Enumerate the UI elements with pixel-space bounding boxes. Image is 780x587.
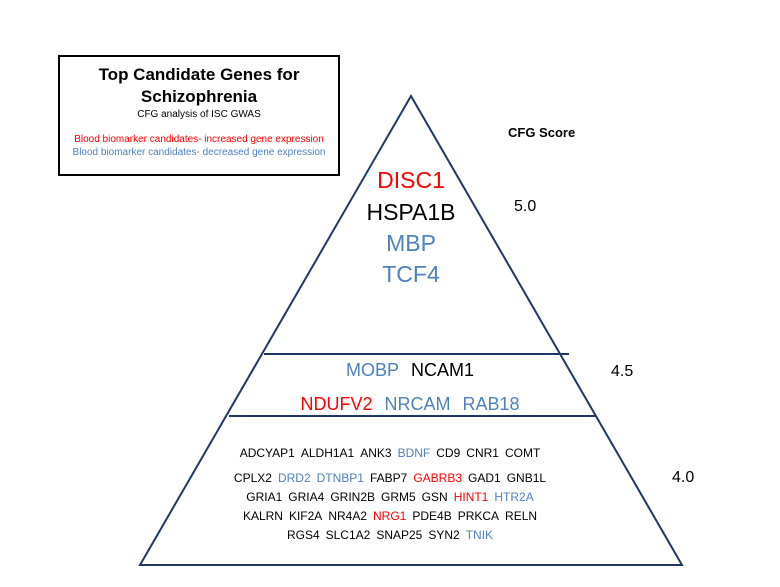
tier-3-row: GRIA1 GRIA4 GRIN2B GRM5 GSN HINT1 HTR2A [150,490,630,504]
gene-hint1: HINT1 [453,490,489,504]
gene-ank3: ANK3 [360,446,392,460]
score-header: CFG Score [508,125,576,140]
gene-reln: RELN [505,509,538,523]
gene-rgs4: RGS4 [286,528,320,542]
gene-cnr1: CNR1 [466,446,499,460]
gene-comt: COMT [504,446,541,460]
gene-nr4a2: NR4A2 [328,509,367,523]
gene-dtnbp1: DTNBP1 [316,471,364,485]
gene-mbp: MBP [386,230,436,256]
gene-aldh1a1: ALDH1A1 [300,446,355,460]
gene-bdnf: BDNF [397,446,431,460]
gene-nrg1: NRG1 [373,509,407,523]
gene-slc1a2: SLC1A2 [325,528,371,542]
legend-subtitle: CFG analysis of ISC GWAS [137,109,261,120]
gene-kalrn: KALRN [242,509,283,523]
tier-3-row: ADCYAP1 ALDH1A1 ANK3 BDNF CD9 CNR1 COMT [150,446,630,460]
gene-disc1: DISC1 [377,167,445,193]
tier-3-score: 4.0 [672,469,695,486]
tier-1-row: TCF4 [331,259,491,290]
legend-title: Top Candidate Genes for Schizophrenia [98,65,300,106]
gene-gabrb3: GABRB3 [413,471,463,485]
gene-ncam1: NCAM1 [411,360,475,380]
gene-snap25: SNAP25 [376,528,423,542]
tier-2-row: NDUFV2 NRCAM RAB18 [250,394,570,415]
gene-tcf4: TCF4 [382,261,440,287]
gene-prkca: PRKCA [457,509,500,523]
gene-gria1: GRIA1 [246,490,283,504]
gene-pde4b: PDE4B [412,509,452,523]
gene-grin2b: GRIN2B [330,490,375,504]
legend-increased: Blood biomarker candidates- increased ge… [74,134,324,145]
gene-fabp7: FABP7 [369,471,408,485]
gene-gad1: GAD1 [468,471,501,485]
gene-grm5: GRM5 [381,490,416,504]
gene-gsn: GSN [421,490,448,504]
gene-mobp: MOBP [345,360,399,380]
gene-kif2a: KIF2A [288,509,323,523]
tier-1-row: HSPA1B [331,197,491,228]
gene-htr2a: HTR2A [494,490,534,504]
gene-gria4: GRIA4 [288,490,325,504]
tier-3-row: RGS4 SLC1A2 SNAP25 SYN2 TNIK [150,528,630,542]
gene-adcyap1: ADCYAP1 [239,446,295,460]
gene-nrcam: NRCAM [384,394,451,414]
legend-box: Top Candidate Genes for Schizophrenia CF… [58,55,340,176]
gene-tnik: TNIK [465,528,494,542]
tier-1-row: MBP [331,228,491,259]
gene-hspa1b: HSPA1B [366,199,456,225]
tier-2-score: 4.5 [611,363,634,380]
gene-gnb1l: GNB1L [506,471,547,485]
gene-cd9: CD9 [436,446,461,460]
tier-1-score: 5.0 [514,198,537,215]
gene-rab18: RAB18 [462,394,520,414]
gene-syn2: SYN2 [428,528,460,542]
pyramid-outline [138,94,684,566]
tier-3-row: KALRN KIF2A NR4A2 NRG1 PDE4B PRKCA RELN [150,509,630,523]
gene-cplx2: CPLX2 [233,471,272,485]
gene-ndufv2: NDUFV2 [300,394,373,414]
gene-drd2: DRD2 [277,471,311,485]
legend-decreased: Blood biomarker candidates- decreased ge… [72,147,326,158]
tier-3-row: CPLX2 DRD2 DTNBP1 FABP7 GABRB3 GAD1 GNB1L [150,471,630,485]
tier-1-row: DISC1 [331,165,491,196]
tier-2-row: MOBP NCAM1 [250,360,570,381]
